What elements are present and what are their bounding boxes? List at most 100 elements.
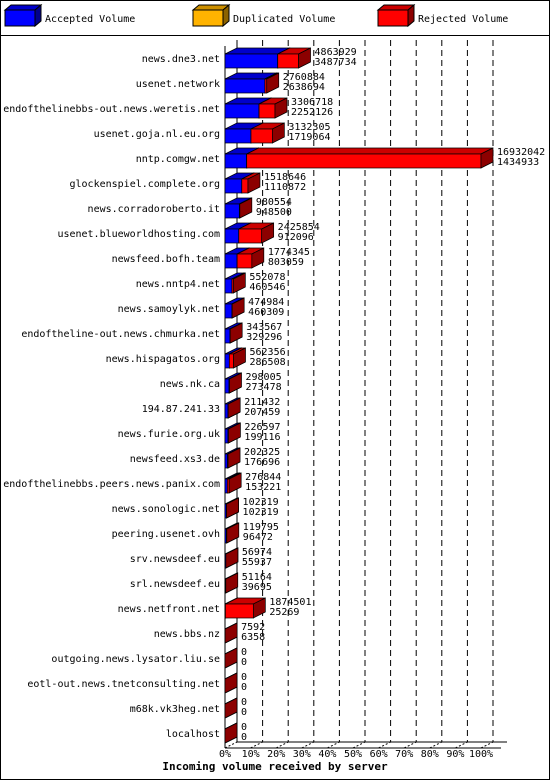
value-label: 51164 [242, 572, 272, 583]
y-tick-label: newsfeed.xs3.de [130, 454, 220, 465]
value-label: 102319 [243, 507, 279, 518]
bar-side [239, 197, 253, 219]
value-label: 119795 [243, 522, 279, 533]
bar [224, 428, 229, 444]
value-label: 202325 [244, 447, 280, 458]
value-label: 474984 [248, 297, 284, 308]
legend-swatch [377, 9, 409, 27]
x-tick-label: 10% [242, 749, 260, 760]
value-label: 0 [241, 647, 247, 658]
bar [228, 353, 234, 369]
value-label: 3487734 [315, 57, 357, 68]
value-label: 39695 [242, 582, 272, 593]
bar-side [225, 547, 239, 569]
legend-swatch [34, 3, 42, 28]
bar-side [261, 222, 275, 244]
y-tick-label: peering.usenet.ovh [112, 529, 220, 540]
bar [224, 328, 231, 344]
bar-side [480, 147, 494, 169]
bar [224, 103, 260, 119]
bar [236, 253, 253, 269]
y-tick-label: glockenspiel.complete.org [69, 179, 220, 190]
y-tick-label: news.samoylyk.net [118, 304, 220, 315]
value-label: 56974 [242, 547, 272, 558]
value-label: 0 [241, 657, 247, 668]
y-tick-label: endofthelinebbs.peers.news.panix.com [3, 479, 220, 490]
x-tick-label: 60% [370, 749, 388, 760]
bar-side [252, 597, 266, 619]
value-label: 199116 [244, 432, 280, 443]
bar-side [233, 347, 246, 369]
y-tick-label: srl.newsdeef.eu [130, 579, 220, 590]
value-label: 948500 [256, 207, 292, 218]
value-label: 55937 [242, 557, 272, 568]
value-label: 460309 [248, 307, 284, 318]
y-tick-label: news.netfront.net [118, 604, 220, 615]
value-label: 298005 [246, 372, 282, 383]
value-label: 1110872 [264, 182, 306, 193]
bar-side [228, 472, 242, 494]
y-tick-label: usenet.network [136, 79, 220, 90]
value-label: 562356 [250, 347, 286, 358]
legend-swatch [407, 3, 415, 28]
bar-side [226, 497, 239, 519]
value-label: 1719064 [288, 132, 330, 143]
value-label: 329296 [246, 332, 282, 343]
y-tick-label: news.hispagatos.org [106, 354, 220, 365]
legend-swatch [4, 9, 36, 27]
value-label: 0 [241, 722, 247, 733]
bar-side [272, 122, 285, 144]
bar-side [231, 297, 245, 319]
value-label: 552078 [249, 272, 285, 283]
bar-side [224, 697, 238, 719]
legend-label: Rejected Volume [418, 14, 508, 25]
y-tick-label: news.bbs.nz [154, 629, 220, 640]
value-label: 273478 [246, 382, 282, 393]
bar-side [225, 572, 239, 594]
y-tick-label: endoftheline-out.news.chmurka.net [21, 329, 220, 340]
bar [258, 103, 276, 119]
value-label: 2638694 [283, 82, 325, 93]
value-label: 4863929 [315, 47, 357, 58]
value-label: 803059 [268, 257, 304, 268]
bar [241, 178, 249, 194]
bar-side [232, 272, 246, 294]
x-tick-label: 0% [219, 749, 231, 760]
y-tick-label: srv.newsdeef.eu [130, 554, 220, 565]
bar [224, 53, 279, 69]
value-label: 343567 [246, 322, 282, 333]
y-tick-label: newsfeed.bofh.team [112, 254, 220, 265]
y-tick-label: endofthelinebbs-out.news.weretis.net [3, 104, 220, 115]
bar [224, 353, 230, 369]
bar [224, 178, 243, 194]
bar-side [247, 172, 261, 194]
x-tick-label: 30% [293, 749, 311, 760]
value-label: 3306718 [291, 97, 333, 108]
x-axis-title: Incoming volume received by server [162, 760, 388, 773]
bar [238, 228, 263, 244]
value-label: 176696 [244, 457, 280, 468]
bar-side [224, 672, 238, 694]
y-tick-label: usenet.goja.nl.eu.org [94, 129, 220, 140]
value-label: 980554 [256, 197, 292, 208]
value-label: 211432 [244, 397, 280, 408]
bar [224, 303, 233, 319]
value-label: 2760884 [283, 72, 325, 83]
bar-side [227, 447, 241, 469]
value-label: 102319 [243, 497, 279, 508]
legend-label: Accepted Volume [45, 14, 135, 25]
y-tick-label: news.sonologic.net [112, 504, 220, 515]
bar [277, 53, 299, 69]
value-label: 2252126 [291, 107, 333, 118]
bar-side [229, 372, 242, 394]
bar [224, 403, 229, 419]
bar-side [251, 247, 265, 269]
bar [224, 453, 229, 469]
y-tick-label: news.nntp4.net [136, 279, 220, 290]
value-label: 912096 [278, 232, 314, 243]
bar [224, 203, 240, 219]
value-label: 25269 [269, 607, 299, 618]
y-tick-label: usenet.blueworldhosting.com [57, 229, 220, 240]
bar-side [226, 522, 240, 544]
bar-side [298, 47, 311, 69]
